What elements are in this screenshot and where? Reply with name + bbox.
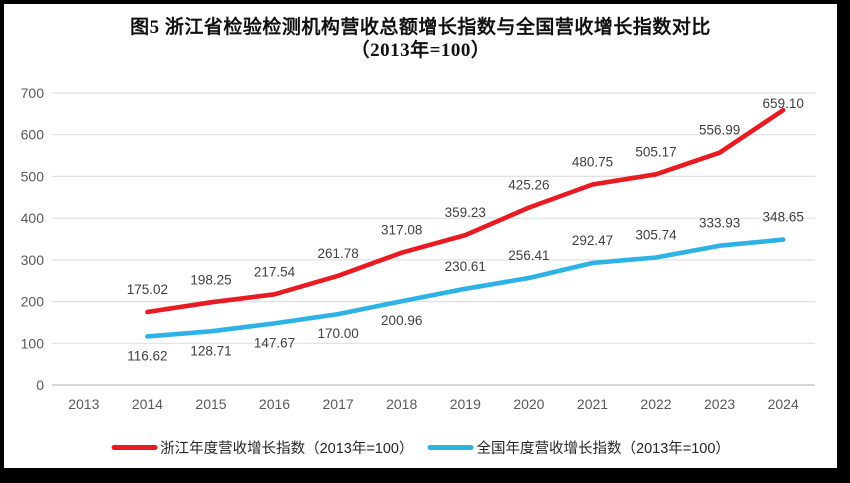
data-label-series0-2020: 425.26 [508,178,549,193]
legend-label-zhejiang: 浙江年度营收增长指数（2013年=100） [160,441,414,457]
data-label-series0-2015: 198.25 [190,272,231,287]
data-label-series0-2014: 175.02 [127,282,168,297]
legend-item-national: 全国年度营收增长指数（2013年=100） [427,437,730,458]
data-label-series0-2021: 480.75 [572,155,613,170]
data-label-series0-2023: 556.99 [699,123,740,138]
chart-legend: 浙江年度营收增长指数（2013年=100） 全国年度营收增长指数（2013年=1… [111,437,730,458]
y-axis-tick-400: 400 [21,210,45,226]
legend-label-national: 全国年度营收增长指数（2013年=100） [476,441,730,457]
series-line-1 [145,237,786,339]
data-label-series0-2018: 317.08 [381,223,422,238]
data-label-series1-2024: 348.65 [763,210,804,225]
chart-canvas: 图5 浙江省检验检测机构营收总额增长指数与全国营收增长指数对比 （2013年=1… [4,4,837,468]
data-label-series0-2017: 261.78 [317,246,358,261]
legend-marker-zhejiang-line [111,445,158,450]
data-label-series1-2016: 147.67 [254,335,295,350]
series-line-0 [145,107,786,315]
data-label-series0-2016: 217.54 [254,264,296,279]
data-label-series1-2020: 256.41 [508,248,549,263]
x-axis-tick-2018: 2018 [386,396,417,412]
x-axis-tick-2016: 2016 [259,396,290,412]
y-axis-tick-300: 300 [21,252,45,268]
x-axis-tick-2024: 2024 [768,396,799,412]
y-axis-tick-100: 100 [21,335,45,351]
x-axis-tick-2022: 2022 [640,396,671,412]
x-axis-tick-2020: 2020 [513,396,544,412]
data-label-series1-2017: 170.00 [317,326,358,341]
x-axis-tick-2013: 2013 [68,396,99,412]
y-axis-tick-700: 700 [21,85,45,101]
data-label-series0-2022: 505.17 [635,144,676,159]
x-axis-tick-2014: 2014 [132,396,163,412]
chart-title-line2: （2013年=100） [350,40,491,61]
data-label-series0-2019: 359.23 [445,205,486,220]
y-axis-tick-500: 500 [21,168,45,184]
x-axis-tick-2017: 2017 [323,396,354,412]
data-label-series0-2024: 659.10 [763,96,804,111]
y-axis-tick-0: 0 [36,377,44,393]
data-label-series1-2023: 333.93 [699,216,740,231]
chart-title-line1: 图5 浙江省检验检测机构营收总额增长指数与全国营收增长指数对比 [130,17,711,38]
data-label-series1-2021: 292.47 [572,233,613,248]
legend-marker-national-line [427,445,474,450]
data-label-series1-2022: 305.74 [635,228,677,243]
x-axis-tick-2023: 2023 [704,396,735,412]
x-axis-tick-2015: 2015 [195,396,226,412]
chart-title: 图5 浙江省检验检测机构营收总额增长指数与全国营收增长指数对比 （2013年=1… [4,16,837,62]
x-axis-tick-2021: 2021 [577,396,608,412]
data-label-series1-2018: 200.96 [381,313,422,328]
y-axis-tick-600: 600 [21,127,45,143]
legend-item-zhejiang: 浙江年度营收增长指数（2013年=100） [111,437,414,458]
line-chart-plot: 0 100 200 300 400 500 600 700 2013 2014 2015 2016 20… [21,85,815,412]
data-label-series1-2015: 128.71 [190,343,231,358]
y-axis-tick-200: 200 [21,294,45,310]
x-axis-tick-2019: 2019 [450,396,481,412]
data-label-series1-2019: 230.61 [445,259,486,274]
data-label-series1-2014: 116.62 [127,348,167,363]
